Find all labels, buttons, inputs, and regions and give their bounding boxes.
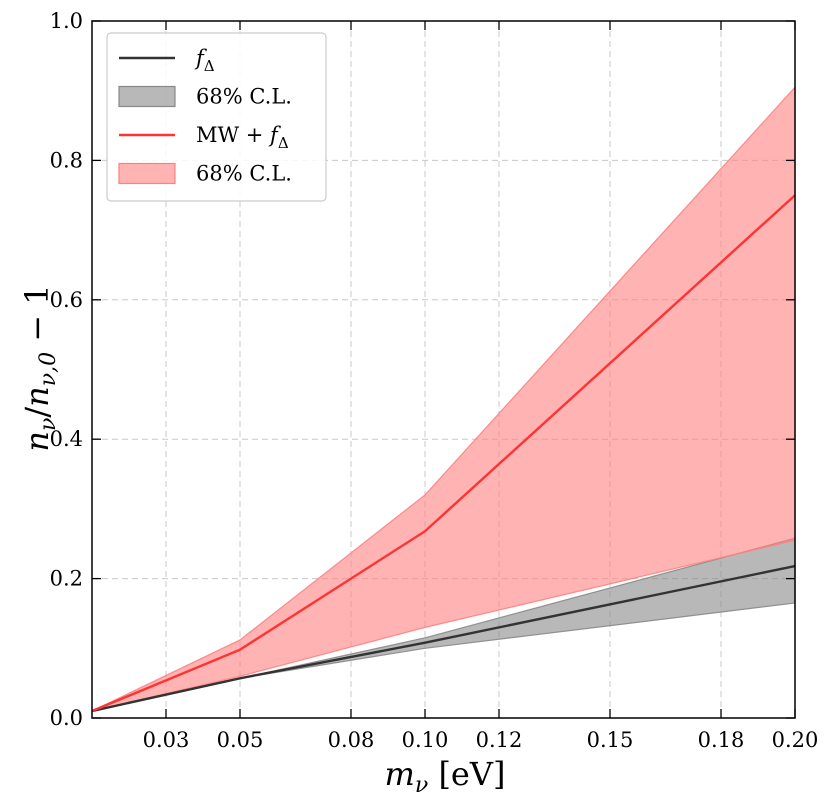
legend-entry: 68% C.L. [118, 85, 292, 109]
x-tick-label: 0.10 [402, 728, 449, 752]
legend-patch-swatch [118, 162, 176, 185]
y-tick-label: 0.6 [50, 288, 83, 312]
x-tick-label: 0.12 [476, 728, 523, 752]
legend-box [106, 32, 327, 202]
legend-label: fΔ [194, 46, 215, 75]
x-tick-label: 0.15 [587, 728, 634, 752]
y-tick-label: 0.2 [50, 567, 83, 591]
ticks [92, 20, 796, 719]
legend-label: 68% C.L. [196, 85, 292, 109]
y-tick-label: 0.0 [50, 706, 83, 730]
legend-entry: MW + fΔ [119, 123, 289, 152]
legend: fΔ 68% C.L. MW + fΔ 68% C.L. [106, 32, 327, 202]
x-axis-label: mν [eV] [385, 755, 506, 798]
y-tick-label: 1.0 [50, 9, 83, 33]
legend-entry: fΔ [119, 46, 215, 75]
legend-entry: 68% C.L. [118, 162, 292, 186]
legend-label: 68% C.L. [196, 162, 292, 186]
series-line-0 [91, 564, 796, 713]
legend-patch-swatch [118, 85, 176, 108]
y-tick-label: 0.8 [50, 148, 83, 172]
x-tick-label: 0.08 [328, 728, 375, 752]
y-tick-label: 0.4 [50, 427, 83, 451]
tick-labels: 0.03 0.05 0.08 0.10 0.12 0.15 0.18 0.20 0.0 0.2 0.… [50, 9, 819, 752]
x-tick-label: 0.03 [143, 728, 190, 752]
series-line-2 [91, 194, 796, 713]
legend-label: MW + fΔ [196, 123, 289, 152]
x-tick-label: 0.18 [698, 728, 745, 752]
lines [91, 194, 796, 713]
y-axis-label: nν/nν,0 − 1 [18, 284, 61, 451]
axes-frame [91, 20, 796, 719]
x-tick-label: 0.05 [217, 728, 264, 752]
x-tick-label: 0.20 [772, 728, 819, 752]
